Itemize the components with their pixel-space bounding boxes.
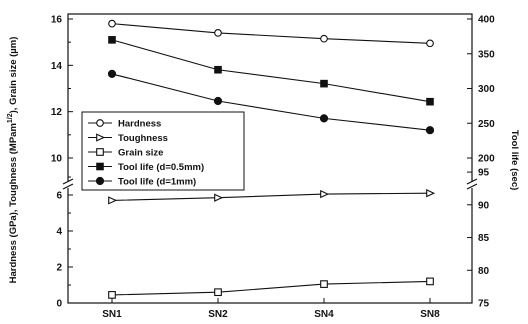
legend-marker [96,119,104,127]
left-tick-label: 16 [51,15,63,26]
series-tool-life-d-1mm [107,69,435,135]
legend-marker [95,176,105,186]
right-tick-label: 75 [478,299,490,310]
data-point [108,196,118,205]
data-point [108,19,116,28]
series-hardness [108,19,434,48]
right-axis-break-mark [466,183,478,190]
left-axis-break-mark [62,178,74,185]
left-tick-label: 6 [56,191,62,202]
data-point [214,65,222,74]
left-tick-label: 4 [56,227,62,238]
series-line [111,192,431,201]
right-tick-label: 80 [478,266,490,277]
data-point [320,79,328,88]
right-tick-label: 300 [478,84,495,95]
series-line [111,39,431,103]
data-point [320,280,328,288]
data-point [425,126,435,135]
legend-item: Tool life (d=1mm) [88,177,196,188]
data-point [108,291,116,299]
x-tick-label: SN8 [420,309,440,320]
legend-marker [96,133,106,142]
legend-label: Grain size [118,148,163,159]
legend-item: Toughness [88,133,168,144]
legend-label: Toughness [118,133,168,144]
series-line [111,23,431,44]
series-layer [107,19,436,299]
data-point [213,96,223,106]
right-axis-break-gap [468,182,476,188]
right-tick-label: 400 [478,15,495,26]
data-point [426,39,434,48]
left-tick-label: 10 [51,154,63,165]
legend-label: Tool life (d=0.5mm) [118,162,204,173]
right-tick-label: 95 [478,168,490,179]
left-tick-label: 14 [51,61,63,72]
right-tick-label: 350 [478,49,495,60]
right-axis: 200 250 300 350 400 75 80 85 90 95 [467,15,495,310]
legend-label: Hardness [118,119,161,130]
data-point [214,193,224,202]
legend-box [81,111,245,191]
series-toughness [108,189,436,205]
legend-marker [96,148,104,156]
data-point [214,29,222,37]
left-axis: 10 12 14 16 0 2 4 6 [51,15,73,310]
data-point [108,36,116,44]
legend-marker [96,162,104,171]
legend-item: Grain size [88,148,163,159]
right-axis-break-mark [466,178,478,185]
data-point [426,189,436,198]
left-tick-label: 2 [56,263,62,274]
data-point [214,288,222,297]
data-point [320,189,330,199]
legend-item: Tool life (d=0.5mm) [88,162,204,173]
right-tick-label: 200 [478,154,495,165]
left-tick-label: 0 [56,299,62,310]
series-tool-life-d-0-5mm [108,36,434,106]
data-point [426,277,434,286]
left-axis-label: Hardness (GPa), Toughness (MPam1/2), Gra… [7,37,19,284]
x-axis: SN1 SN2 SN4 SN8 [102,298,440,320]
right-tick-label: 90 [478,200,490,211]
left-axis-break-gap [64,182,72,188]
left-tick-label: 12 [51,107,63,118]
data-point [426,97,434,106]
legend: Hardness Toughness Grain size Tool life (d=… [81,111,245,191]
right-tick-label: 85 [478,233,490,244]
data-point [107,69,117,79]
legend-item: Hardness [88,119,161,130]
series-grain-size [108,277,434,299]
x-tick-label: SN1 [102,309,122,320]
data-point [320,34,328,43]
left-axis-break-mark [62,183,74,190]
legend-label: Tool life (d=1mm) [118,177,196,188]
series-line [111,73,431,131]
right-axis-label: Tool life (sec) [509,130,520,191]
right-tick-label: 250 [478,119,495,130]
series-line [111,280,431,296]
x-tick-label: SN2 [208,309,228,320]
data-point [319,114,329,123]
x-tick-label: SN4 [314,309,334,320]
